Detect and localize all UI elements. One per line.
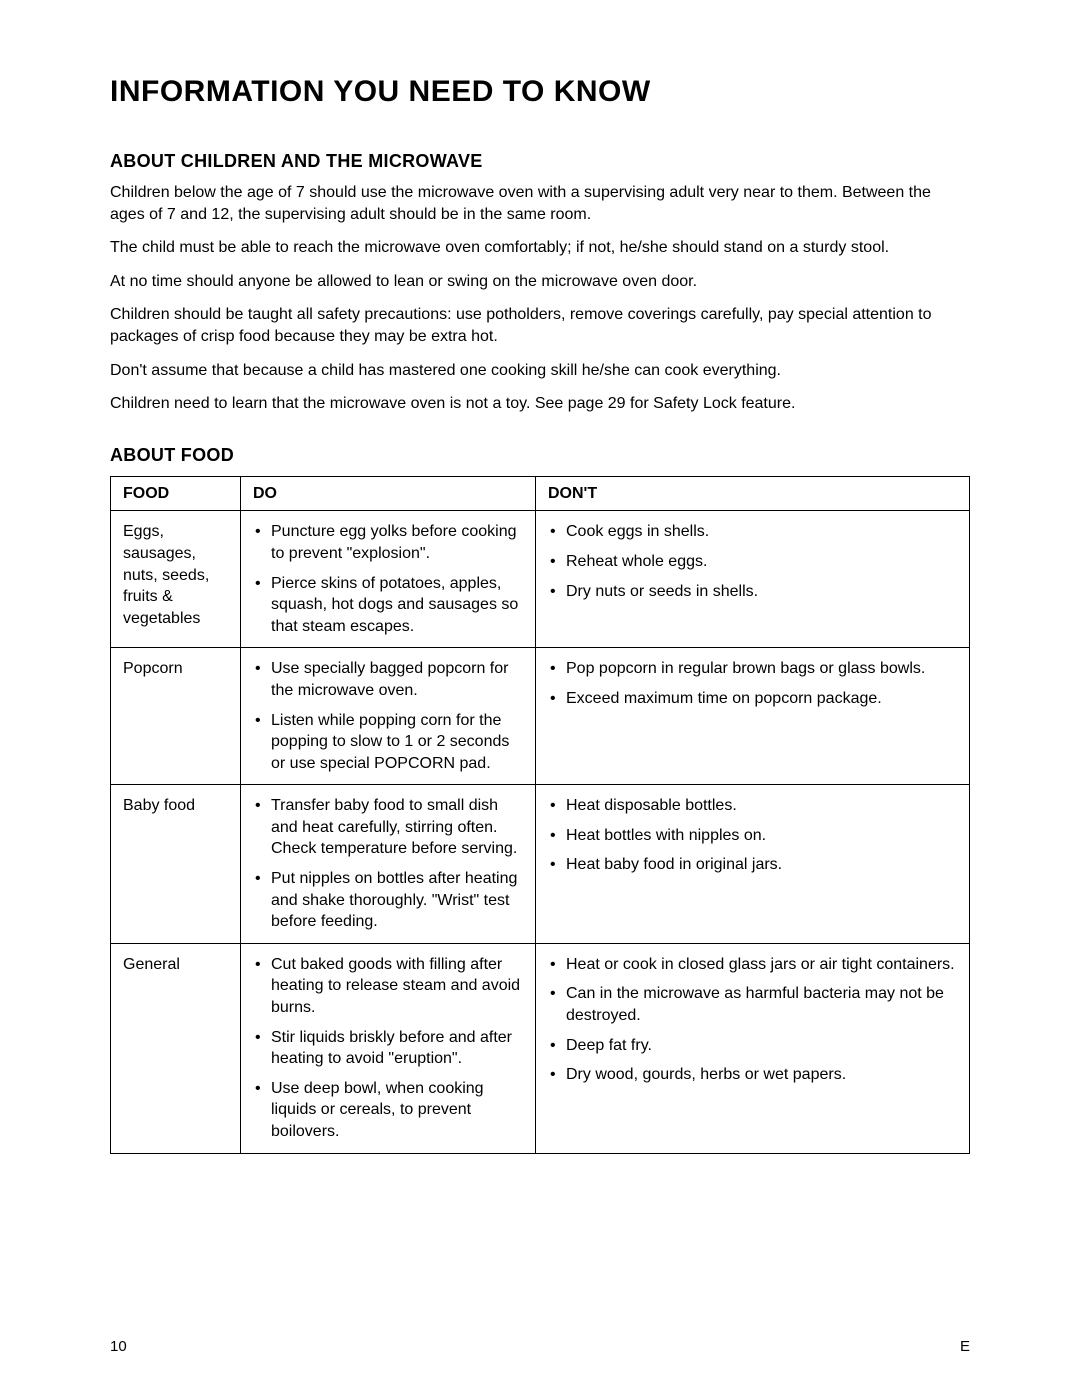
- paragraph: Children should be taught all safety pre…: [110, 304, 970, 347]
- list-item: Reheat whole eggs.: [548, 551, 957, 573]
- list-item: Stir liquids briskly before and after he…: [253, 1027, 523, 1070]
- list-item: Listen while popping corn for the poppin…: [253, 710, 523, 775]
- do-cell: Puncture egg yolks before cooking to pre…: [241, 511, 536, 648]
- dont-cell: Heat or cook in closed glass jars or air…: [536, 943, 970, 1153]
- dont-cell: Pop popcorn in regular brown bags or gla…: [536, 648, 970, 785]
- table-header-row: FOOD DO DON'T: [111, 476, 970, 511]
- list-item: Can in the microwave as harmful bacteria…: [548, 983, 957, 1026]
- page-marker: E: [960, 1338, 970, 1355]
- table-header: FOOD: [111, 476, 241, 511]
- list-item: Use specially bagged popcorn for the mic…: [253, 658, 523, 701]
- paragraph: At no time should anyone be allowed to l…: [110, 271, 970, 293]
- paragraph: Children below the age of 7 should use t…: [110, 182, 970, 225]
- list-item: Heat baby food in original jars.: [548, 854, 957, 876]
- do-cell: Cut baked goods with filling after heati…: [241, 943, 536, 1153]
- list-item: Pierce skins of potatoes, apples, squash…: [253, 573, 523, 638]
- list-item: Cut baked goods with filling after heati…: [253, 954, 523, 1019]
- list-item: Heat bottles with nipples on.: [548, 825, 957, 847]
- table-row: Baby food Transfer baby food to small di…: [111, 785, 970, 944]
- section-heading-children: ABOUT CHILDREN AND THE MICROWAVE: [110, 151, 970, 172]
- list-item: Exceed maximum time on popcorn package.: [548, 688, 957, 710]
- list-item: Pop popcorn in regular brown bags or gla…: [548, 658, 957, 680]
- page-footer: 10 E: [110, 1338, 970, 1355]
- table-row: Popcorn Use specially bagged popcorn for…: [111, 648, 970, 785]
- list-item: Put nipples on bottles after heating and…: [253, 868, 523, 933]
- food-cell: Eggs, sausages, nuts, seeds, fruits & ve…: [111, 511, 241, 648]
- do-cell: Use specially bagged popcorn for the mic…: [241, 648, 536, 785]
- list-item: Heat or cook in closed glass jars or air…: [548, 954, 957, 976]
- table-row: General Cut baked goods with filling aft…: [111, 943, 970, 1153]
- list-item: Heat disposable bottles.: [548, 795, 957, 817]
- list-item: Use deep bowl, when cooking liquids or c…: [253, 1078, 523, 1143]
- dont-cell: Heat disposable bottles. Heat bottles wi…: [536, 785, 970, 944]
- list-item: Transfer baby food to small dish and hea…: [253, 795, 523, 860]
- list-item: Cook eggs in shells.: [548, 521, 957, 543]
- table-row: Eggs, sausages, nuts, seeds, fruits & ve…: [111, 511, 970, 648]
- do-cell: Transfer baby food to small dish and hea…: [241, 785, 536, 944]
- list-item: Dry wood, gourds, herbs or wet papers.: [548, 1064, 957, 1086]
- paragraph: Children need to learn that the microwav…: [110, 393, 970, 415]
- food-table: FOOD DO DON'T Eggs, sausages, nuts, seed…: [110, 476, 970, 1154]
- list-item: Puncture egg yolks before cooking to pre…: [253, 521, 523, 564]
- list-item: Dry nuts or seeds in shells.: [548, 581, 957, 603]
- dont-cell: Cook eggs in shells. Reheat whole eggs. …: [536, 511, 970, 648]
- table-header: DON'T: [536, 476, 970, 511]
- page-number: 10: [110, 1338, 127, 1355]
- page-title: INFORMATION YOU NEED TO KNOW: [110, 75, 970, 109]
- paragraph: Don't assume that because a child has ma…: [110, 360, 970, 382]
- table-header: DO: [241, 476, 536, 511]
- list-item: Deep fat fry.: [548, 1035, 957, 1057]
- food-cell: Baby food: [111, 785, 241, 944]
- paragraph: The child must be able to reach the micr…: [110, 237, 970, 259]
- food-cell: Popcorn: [111, 648, 241, 785]
- food-cell: General: [111, 943, 241, 1153]
- section-heading-food: ABOUT FOOD: [110, 445, 970, 466]
